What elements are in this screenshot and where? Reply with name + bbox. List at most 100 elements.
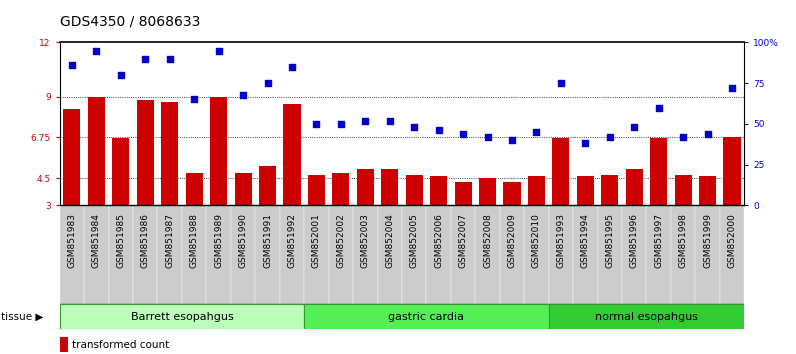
Text: tissue ▶: tissue ▶ (1, 312, 43, 322)
Bar (503, 182, 521, 205)
Bar (720, 205, 744, 304)
Bar (84, 205, 108, 304)
Bar (724, 137, 740, 205)
Bar (577, 176, 594, 205)
Bar (671, 205, 696, 304)
Bar (402, 205, 427, 304)
Point (236, 92, 249, 97)
Bar (427, 205, 451, 304)
Point (505, 137, 518, 143)
Bar (332, 173, 349, 205)
Text: gastric cardia: gastric cardia (388, 312, 464, 322)
Bar (206, 205, 231, 304)
Point (65, 62, 78, 68)
Bar (548, 205, 573, 304)
Bar (650, 138, 667, 205)
Bar (259, 166, 276, 205)
Point (677, 134, 689, 140)
Point (432, 127, 445, 133)
Bar (133, 205, 158, 304)
Text: GSM852004: GSM852004 (385, 213, 394, 268)
Text: GSM852001: GSM852001 (312, 213, 321, 268)
Point (457, 131, 470, 137)
Text: GSM851997: GSM851997 (654, 213, 663, 268)
Bar (137, 101, 154, 205)
Point (530, 129, 543, 135)
Bar (329, 205, 353, 304)
Text: GSM852002: GSM852002 (337, 213, 345, 268)
Bar (500, 205, 525, 304)
Bar (210, 97, 227, 205)
Bar (552, 138, 569, 205)
Bar (304, 304, 548, 329)
Bar (622, 205, 646, 304)
Bar (381, 169, 398, 205)
Text: GSM851988: GSM851988 (189, 213, 199, 268)
Bar (479, 178, 496, 205)
Point (603, 134, 616, 140)
Bar (525, 205, 548, 304)
Point (163, 56, 176, 62)
Point (286, 64, 298, 70)
Bar (308, 175, 325, 205)
Bar (674, 175, 692, 205)
Point (701, 131, 714, 137)
Bar (304, 205, 329, 304)
Point (408, 124, 420, 130)
Bar (406, 175, 423, 205)
Point (555, 80, 568, 86)
Point (115, 72, 127, 78)
Bar (475, 205, 500, 304)
Point (310, 121, 323, 127)
Text: GSM851991: GSM851991 (263, 213, 272, 268)
Bar (161, 102, 178, 205)
Point (628, 124, 641, 130)
Text: GSM851999: GSM851999 (703, 213, 712, 268)
Bar (377, 205, 402, 304)
Text: GSM852003: GSM852003 (361, 213, 370, 268)
Text: GSM852005: GSM852005 (410, 213, 419, 268)
Text: GSM851987: GSM851987 (166, 213, 174, 268)
Text: GSM851996: GSM851996 (630, 213, 638, 268)
Text: GSM852010: GSM852010 (532, 213, 541, 268)
Text: transformed count: transformed count (72, 339, 170, 350)
Bar (451, 205, 475, 304)
Text: GSM851985: GSM851985 (116, 213, 125, 268)
Bar (256, 205, 279, 304)
Bar (283, 104, 301, 205)
Bar (182, 205, 206, 304)
Bar (528, 176, 545, 205)
Text: GSM852000: GSM852000 (728, 213, 736, 268)
Text: GDS4350 / 8068633: GDS4350 / 8068633 (60, 14, 200, 28)
Text: normal esopahgus: normal esopahgus (595, 312, 698, 322)
Bar (88, 97, 105, 205)
Bar (158, 205, 182, 304)
Text: GSM851990: GSM851990 (239, 213, 248, 268)
Bar (60, 205, 84, 304)
Text: GSM851986: GSM851986 (141, 213, 150, 268)
Bar (231, 205, 256, 304)
Text: GSM851984: GSM851984 (92, 213, 101, 268)
Point (213, 48, 225, 53)
Bar (598, 205, 622, 304)
Point (384, 118, 396, 124)
Bar (646, 205, 671, 304)
Bar (455, 182, 472, 205)
Point (726, 85, 739, 91)
Point (334, 121, 347, 127)
Bar (279, 205, 304, 304)
Text: GSM852008: GSM852008 (483, 213, 492, 268)
Bar (696, 205, 720, 304)
Bar (60, 304, 304, 329)
Bar (108, 205, 133, 304)
Bar (185, 173, 203, 205)
Text: GSM852006: GSM852006 (434, 213, 443, 268)
Point (90, 48, 103, 53)
Text: GSM851994: GSM851994 (581, 213, 590, 268)
Text: GSM852009: GSM852009 (508, 213, 517, 268)
Text: GSM851993: GSM851993 (556, 213, 565, 268)
Text: Barrett esopahgus: Barrett esopahgus (131, 312, 233, 322)
Text: GSM851992: GSM851992 (287, 213, 296, 268)
Bar (357, 169, 374, 205)
Bar (64, 109, 80, 205)
